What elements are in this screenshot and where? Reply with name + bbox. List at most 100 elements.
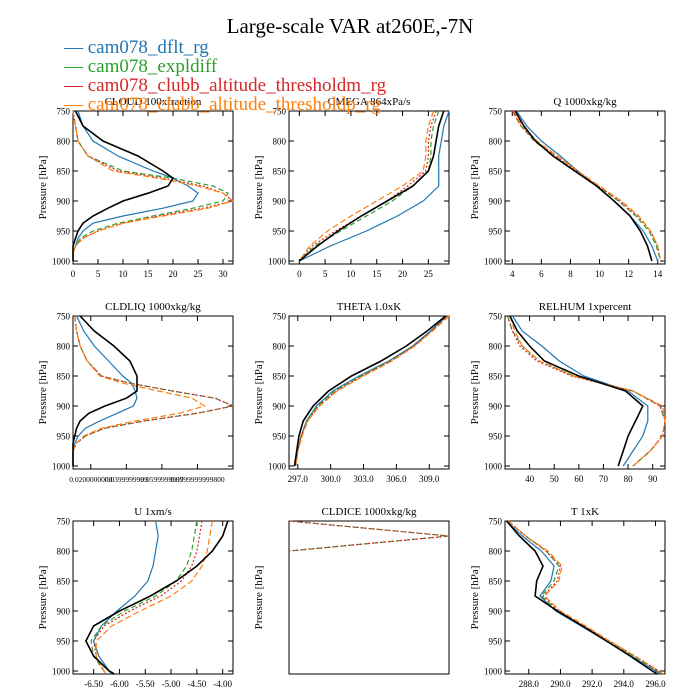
y-tick-label: 750 <box>273 107 287 117</box>
subplot: CLDICE 1000xkg/kg Pressure [hPa] <box>253 506 450 675</box>
y-tick-label: 1000 <box>268 257 287 267</box>
series-line <box>90 520 198 675</box>
y-tick-label: 950 <box>273 227 287 237</box>
y-tick-label: 800 <box>489 547 503 557</box>
legend-entry: — cam078_clubb_altitude_thresholdp_rg <box>64 94 381 115</box>
series-line <box>72 110 199 261</box>
y-axis-label: Pressure [hPa] <box>37 361 49 425</box>
y-tick-label: 800 <box>273 342 287 352</box>
x-tick-label: 25 <box>194 269 204 279</box>
plot-frame <box>288 110 450 265</box>
subplot-title: THETA 1.0xK <box>337 301 402 313</box>
x-tick-label: 12 <box>624 269 633 279</box>
x-tick-label: -6.50 <box>84 679 103 689</box>
plot-frame <box>288 520 450 675</box>
subplot: T 1xK Pressure [hPa] 750 800 850 900 950 1000 28… <box>469 506 666 689</box>
series-line <box>72 110 229 261</box>
x-tick-label: 0.0599999999 <box>140 475 183 484</box>
x-tick-label: -5.00 <box>162 679 181 689</box>
x-tick-label: 10 <box>119 269 129 279</box>
y-tick-label: 850 <box>489 577 503 587</box>
y-axis-label: Pressure [hPa] <box>469 156 481 220</box>
subplot: CLDLIQ 1000xkg/kg Pressure [hPa] 750 800 850… <box>37 301 235 484</box>
y-tick-label: 900 <box>57 402 71 412</box>
x-tick-label: 290.0 <box>550 679 571 689</box>
series-line <box>511 110 662 262</box>
x-tick-label: 14 <box>653 269 663 279</box>
legend-entry: — cam078_dflt_rg <box>64 37 209 58</box>
series-line <box>92 520 159 675</box>
x-tick-label: 306.0 <box>386 474 407 484</box>
y-axis-label: Pressure [hPa] <box>37 566 49 630</box>
x-tick-label: 90 <box>648 474 658 484</box>
x-tick-label: 15 <box>372 269 382 279</box>
y-tick-label: 850 <box>57 372 71 382</box>
x-tick-label: 8 <box>568 269 573 279</box>
series-line <box>507 520 664 675</box>
x-tick-label: -5.50 <box>136 679 155 689</box>
y-tick-label: 900 <box>489 197 503 207</box>
y-tick-label: 800 <box>57 547 71 557</box>
series-line <box>513 110 662 262</box>
y-tick-label: 800 <box>489 342 503 352</box>
series-line <box>72 315 235 466</box>
series-line <box>95 520 213 675</box>
x-tick-label: 294.0 <box>614 679 635 689</box>
y-tick-label: 950 <box>489 432 503 442</box>
series-line <box>514 110 653 262</box>
series-line <box>72 315 207 466</box>
plot-frame <box>504 315 666 470</box>
y-tick-label: 950 <box>57 637 71 647</box>
legend-label: cam078_clubb_altitude_thresholdp_rg <box>87 94 381 115</box>
y-tick-label: 1000 <box>268 462 287 472</box>
x-tick-label: 0 <box>71 269 76 279</box>
series-line <box>295 315 449 467</box>
x-tick-label: -4.50 <box>187 679 206 689</box>
y-axis-label: Pressure [hPa] <box>469 566 481 630</box>
x-tick-label: 40 <box>525 474 535 484</box>
x-tick-label: 296.0 <box>645 679 666 689</box>
subplot-title: OMEGA 864xPa/s <box>328 96 411 108</box>
series-line <box>72 315 138 466</box>
y-tick-label: 900 <box>273 402 287 412</box>
figure-title: Large-scale VAR at260E,-7N <box>226 14 474 38</box>
y-tick-label: 1000 <box>484 462 503 472</box>
x-tick-label: 15 <box>144 269 154 279</box>
plot-frame <box>504 110 666 265</box>
legend-entry: — cam078_clubb_altitude_thresholdm_rg <box>64 75 387 96</box>
x-tick-label: 0.0200000000 <box>69 475 112 484</box>
y-tick-label: 950 <box>489 227 503 237</box>
series-line <box>516 110 659 262</box>
series-line <box>298 110 435 262</box>
y-tick-label: 900 <box>489 402 503 412</box>
x-tick-label: 4 <box>510 269 515 279</box>
series-line <box>511 315 649 467</box>
series-line <box>288 520 450 552</box>
y-tick-label: 750 <box>57 107 71 117</box>
series-line <box>298 110 440 262</box>
y-tick-label: 750 <box>489 517 503 527</box>
y-tick-label: 800 <box>273 137 287 147</box>
y-tick-label: 900 <box>57 607 71 617</box>
y-tick-label: 900 <box>489 607 503 617</box>
subplot-title: CLDLIQ 1000xkg/kg <box>105 301 201 313</box>
y-tick-label: 950 <box>273 432 287 442</box>
subplot-title: T 1xK <box>571 506 599 518</box>
x-tick-label: 10 <box>346 269 356 279</box>
y-tick-label: 900 <box>57 197 71 207</box>
y-tick-label: 850 <box>273 372 287 382</box>
subplot: U 1xm/s Pressure [hPa] 750 800 850 900 950 1000… <box>37 506 234 689</box>
subplot: CLOUD 100xfraction Pressure [hPa] 750 800 85… <box>37 96 235 279</box>
legend-label: cam078_expldiff <box>87 56 218 77</box>
y-tick-label: 1000 <box>52 257 71 267</box>
y-tick-label: 800 <box>489 137 503 147</box>
series-line <box>295 315 449 467</box>
x-tick-label: 0.0799999999800 <box>170 475 225 484</box>
y-tick-label: 950 <box>57 227 71 237</box>
x-tick-label: 6 <box>539 269 544 279</box>
x-tick-label: -6.00 <box>110 679 129 689</box>
y-axis-label: Pressure [hPa] <box>469 361 481 425</box>
x-tick-label: 292.0 <box>582 679 603 689</box>
y-tick-label: 800 <box>57 342 71 352</box>
series-line <box>295 315 450 467</box>
